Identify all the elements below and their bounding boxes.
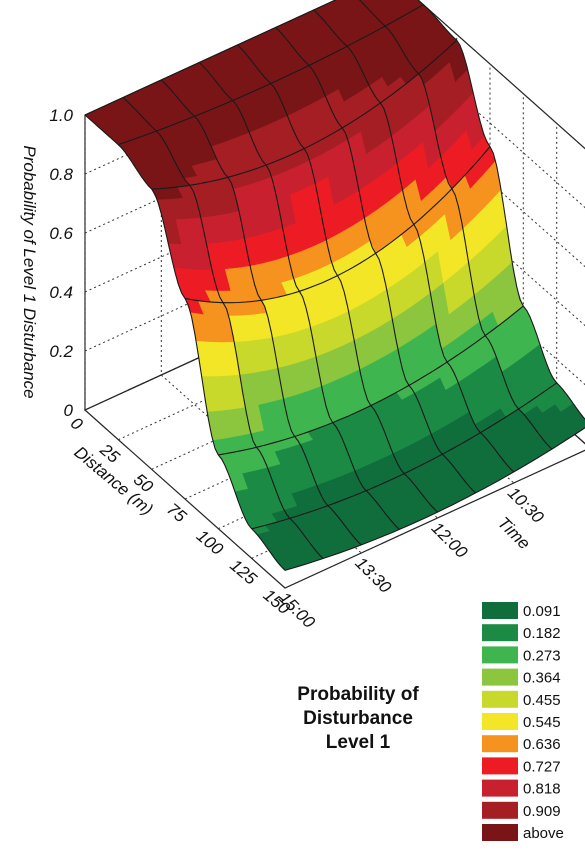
z-axis-title: Probability of Level 1 Disturbance bbox=[20, 145, 39, 398]
distance-tick-label: 75 bbox=[163, 499, 190, 526]
legend-title: Probability of bbox=[297, 684, 419, 705]
mesh-line-time bbox=[199, 62, 400, 530]
legend-entry-label: 0.727 bbox=[523, 758, 561, 775]
mesh-line-time bbox=[358, 0, 553, 450]
z-tick-label: 1.0 bbox=[49, 106, 73, 125]
time-gridline bbox=[160, 80, 362, 554]
legend-entry-label: 0.364 bbox=[523, 670, 561, 687]
legend-swatch bbox=[482, 624, 518, 642]
legend-swatch bbox=[482, 690, 518, 708]
z-tick-label: 0 bbox=[64, 401, 74, 420]
mesh-line-time bbox=[275, 27, 476, 494]
surface-mesh bbox=[84, 0, 585, 571]
legend-swatch bbox=[482, 735, 518, 753]
legend-swatch bbox=[482, 824, 518, 841]
legend-swatch bbox=[482, 602, 518, 619]
legend-entry-label: 0.636 bbox=[523, 736, 561, 753]
legend-entry-label: 0.909 bbox=[523, 803, 561, 820]
distance-gridline bbox=[284, 449, 585, 589]
legend-swatch bbox=[482, 646, 518, 664]
legend-entry-label: 0.091 bbox=[523, 603, 561, 620]
legend-swatch bbox=[482, 668, 518, 686]
z-tick-label: 0.8 bbox=[49, 165, 73, 184]
mesh-line-time bbox=[237, 44, 438, 513]
legend-entry-label: above bbox=[523, 825, 564, 842]
z-tick-label: 0.6 bbox=[49, 224, 73, 243]
z-tick-label: 0.4 bbox=[49, 283, 73, 302]
legend-entry-label: 0.818 bbox=[523, 781, 561, 798]
mesh-line-time bbox=[417, 0, 585, 420]
mesh-line-time bbox=[84, 114, 286, 571]
distance-tick-label: 125 bbox=[226, 556, 260, 589]
legend-swatch bbox=[482, 757, 518, 775]
legend-entry-label: 0.545 bbox=[523, 714, 561, 731]
time-tick-label: 13:30 bbox=[351, 553, 395, 597]
mesh-line-time bbox=[160, 79, 362, 546]
legend-entry-label: 0.273 bbox=[523, 647, 561, 664]
legend-swatch bbox=[482, 713, 518, 730]
mesh-line-time bbox=[122, 97, 324, 559]
legend-title: Level 1 bbox=[326, 732, 391, 753]
mesh-line-time bbox=[313, 9, 515, 473]
distance-tick-label: 100 bbox=[193, 526, 227, 559]
legend-swatch bbox=[482, 801, 518, 819]
legend-title: Disturbance bbox=[303, 708, 413, 729]
legend: 0.091 0.182 0.273 0.364 0.455 0.545 0.636 0.727… bbox=[297, 602, 564, 842]
z-tick-label: 0.2 bbox=[49, 342, 73, 361]
legend-entry-label: 0.182 bbox=[523, 625, 561, 642]
time-tick-label: 12:00 bbox=[428, 518, 472, 562]
legend-swatch bbox=[482, 779, 518, 797]
legend-entry-label: 0.455 bbox=[523, 692, 561, 709]
